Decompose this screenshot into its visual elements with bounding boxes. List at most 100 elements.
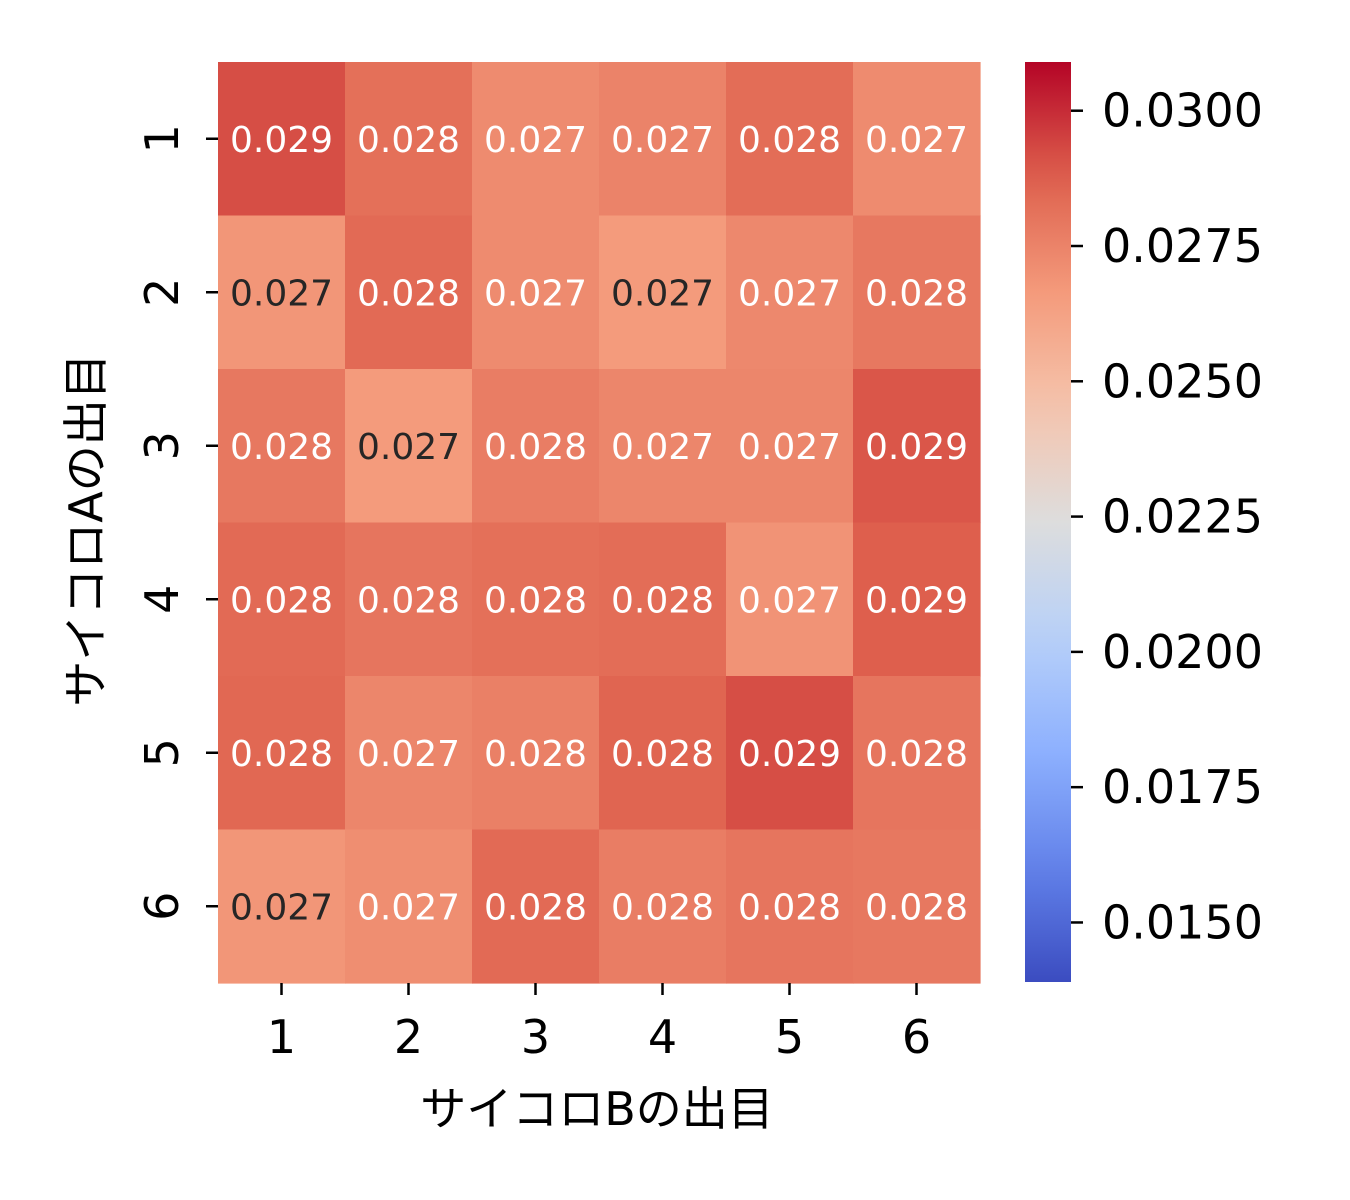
x-axis-title: サイコロBの出目 xyxy=(420,1082,774,1136)
heatmap-cell xyxy=(218,676,346,831)
cell-value-label: 0.027 xyxy=(357,887,460,928)
cell-value-label: 0.027 xyxy=(611,427,714,468)
cell-value-label: 0.028 xyxy=(865,273,968,314)
y-tick-label: 1 xyxy=(135,124,189,153)
x-tick-label: 3 xyxy=(521,1010,550,1064)
heatmap-cell xyxy=(345,676,473,831)
y-axis-title: サイコロAの出目 xyxy=(59,353,113,706)
heatmap-cell xyxy=(726,215,854,370)
x-tick-label: 1 xyxy=(267,1010,296,1064)
cell-value-label: 0.027 xyxy=(230,887,333,928)
cell-value-label: 0.027 xyxy=(738,580,841,621)
heatmap-cells xyxy=(218,62,981,984)
cell-value-label: 0.028 xyxy=(611,887,714,928)
cell-value-label: 0.028 xyxy=(611,734,714,775)
y-tick-label: 3 xyxy=(135,431,189,460)
heatmap-cell xyxy=(599,522,727,677)
heatmap-cell xyxy=(218,829,346,984)
cell-value-label: 0.028 xyxy=(230,580,333,621)
x-tick-label: 6 xyxy=(902,1010,931,1064)
heatmap-cell xyxy=(345,522,473,677)
cell-value-label: 0.027 xyxy=(611,120,714,161)
cell-value-label: 0.028 xyxy=(738,887,841,928)
heatmap-cell xyxy=(218,522,346,677)
heatmap-cell xyxy=(472,369,600,524)
cell-value-label: 0.028 xyxy=(357,273,460,314)
cell-value-label: 0.028 xyxy=(230,427,333,468)
cell-value-label: 0.027 xyxy=(738,273,841,314)
cell-value-label: 0.028 xyxy=(738,120,841,161)
heatmap-cell xyxy=(853,676,981,831)
heatmap-cell xyxy=(472,62,600,217)
x-axis: 1 2 3 4 5 6 xyxy=(267,983,931,1064)
cell-value-label: 0.028 xyxy=(865,887,968,928)
heatmap-cell xyxy=(218,62,346,217)
colorbar-tick-label: 0.0225 xyxy=(1102,490,1263,544)
cell-value-label: 0.027 xyxy=(484,273,587,314)
cell-value-label: 0.027 xyxy=(865,120,968,161)
colorbar-tick-label: 0.0175 xyxy=(1102,760,1263,814)
x-tick-label: 2 xyxy=(394,1010,423,1064)
cell-value-label: 0.028 xyxy=(357,120,460,161)
heatmap-cell xyxy=(599,829,727,984)
cell-value-label: 0.028 xyxy=(230,734,333,775)
colorbar-tick-label: 0.0275 xyxy=(1102,219,1263,273)
cell-value-label: 0.027 xyxy=(230,273,333,314)
colorbar-ticks: 0.0300 0.0275 0.0250 0.0225 0.0200 0.0175 0.01… xyxy=(1071,84,1263,949)
heatmap-cell xyxy=(853,829,981,984)
heatmap-cell xyxy=(345,215,473,370)
cell-value-label: 0.027 xyxy=(738,427,841,468)
heatmap-cell xyxy=(345,369,473,524)
heatmap-cell xyxy=(726,369,854,524)
cell-value-label: 0.028 xyxy=(865,734,968,775)
heatmap-cell xyxy=(853,369,981,524)
heatmap-cell xyxy=(599,369,727,524)
cell-value-label: 0.028 xyxy=(611,580,714,621)
heatmap-cell xyxy=(599,62,727,217)
heatmap-cell xyxy=(218,369,346,524)
cell-value-label: 0.028 xyxy=(484,887,587,928)
heatmap-cell xyxy=(345,62,473,217)
y-tick-label: 6 xyxy=(135,892,189,921)
cell-value-label: 0.027 xyxy=(611,273,714,314)
heatmap-cell xyxy=(472,829,600,984)
cell-value-label: 0.028 xyxy=(484,580,587,621)
x-tick-label: 5 xyxy=(775,1010,804,1064)
heatmap-cell xyxy=(472,522,600,677)
colorbar xyxy=(1025,62,1071,982)
x-tick-label: 4 xyxy=(648,1010,677,1064)
heatmap-cell xyxy=(599,215,727,370)
colorbar-tick-label: 0.0300 xyxy=(1102,84,1263,138)
cell-value-label: 0.029 xyxy=(230,120,333,161)
cell-value-label: 0.029 xyxy=(738,734,841,775)
heatmap-cell xyxy=(853,522,981,677)
y-tick-label: 4 xyxy=(135,585,189,614)
cell-value-label: 0.027 xyxy=(357,734,460,775)
heatmap-cell-labels: 0.029 0.028 0.027 0.027 0.028 0.027 0.027 0.028… xyxy=(230,120,968,929)
colorbar-tick-label: 0.0150 xyxy=(1102,895,1263,949)
heatmap-cell xyxy=(726,522,854,677)
cell-value-label: 0.027 xyxy=(357,427,460,468)
cell-value-label: 0.028 xyxy=(484,427,587,468)
heatmap-cell xyxy=(726,676,854,831)
heatmap-cell xyxy=(853,215,981,370)
cell-value-label: 0.027 xyxy=(484,120,587,161)
heatmap-cell xyxy=(218,215,346,370)
cell-value-label: 0.028 xyxy=(484,734,587,775)
cell-value-label: 0.029 xyxy=(865,427,968,468)
heatmap-cell xyxy=(853,62,981,217)
heatmap-cell xyxy=(345,829,473,984)
cell-value-label: 0.028 xyxy=(357,580,460,621)
y-axis: 1 2 3 4 5 6 xyxy=(135,124,218,921)
colorbar-tick-label: 0.0250 xyxy=(1102,354,1263,408)
y-tick-label: 2 xyxy=(135,278,189,307)
heatmap-cell xyxy=(599,676,727,831)
heatmap-cell xyxy=(472,215,600,370)
heatmap-cell xyxy=(726,62,854,217)
heatmap-cell xyxy=(472,676,600,831)
y-tick-label: 5 xyxy=(135,738,189,767)
heatmap-cell xyxy=(726,829,854,984)
cell-value-label: 0.029 xyxy=(865,580,968,621)
colorbar-tick-label: 0.0200 xyxy=(1102,625,1263,679)
